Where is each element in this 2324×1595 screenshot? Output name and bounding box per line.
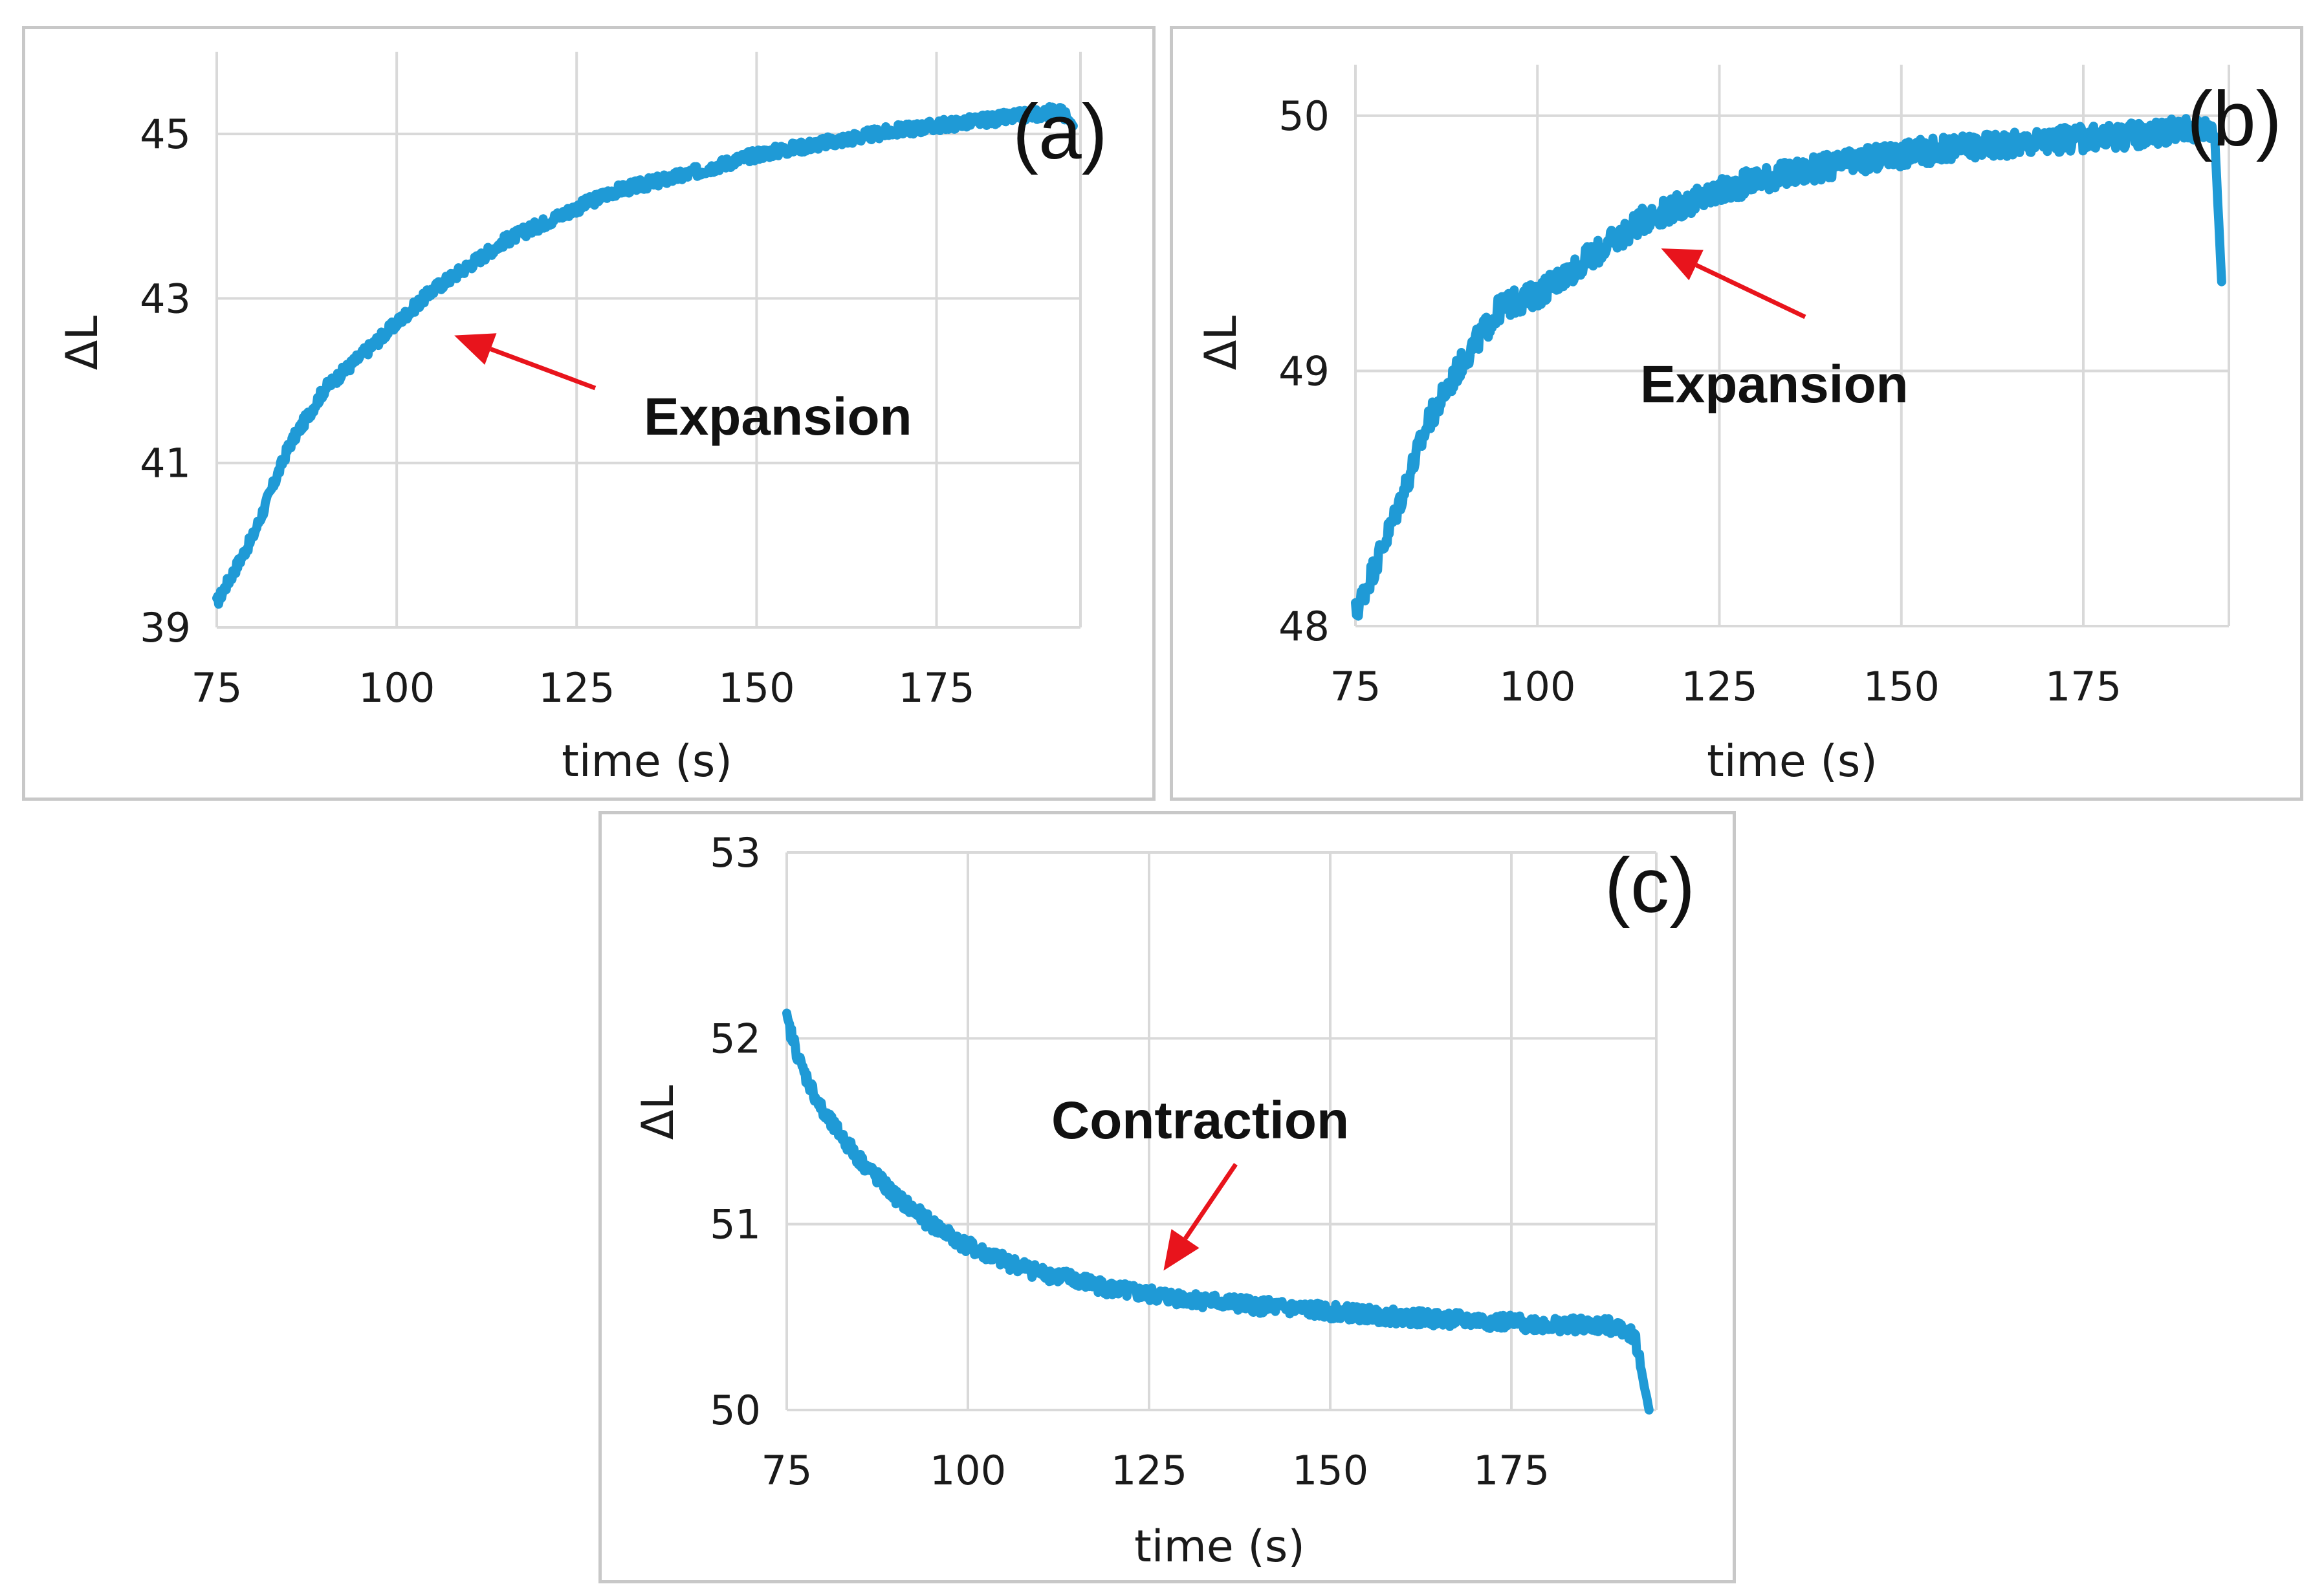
arrowhead-icon [1163, 1229, 1200, 1271]
y-axis-title: ΔL [633, 1085, 684, 1140]
x-tick-label: 150 [1292, 1447, 1368, 1494]
annotation-label: Expansion [1640, 355, 1909, 414]
y-tick-label: 39 [140, 604, 191, 651]
annotation-label: Contraction [1051, 1091, 1349, 1150]
x-tick-label: 75 [1330, 663, 1381, 710]
x-tick-label: 100 [358, 664, 435, 711]
y-tick-label: 53 [710, 829, 761, 876]
y-axis-title: ΔL [57, 316, 108, 371]
x-axis-title: time (s) [562, 736, 732, 787]
x-tick-label: 150 [718, 664, 795, 711]
series-line [212, 102, 1078, 609]
y-tick-label: 52 [710, 1015, 761, 1062]
y-tick-label: 50 [710, 1387, 761, 1434]
annotation-label: Expansion [644, 387, 912, 446]
chart-panel-b [1170, 26, 2303, 801]
y-tick-label: 49 [1278, 347, 1330, 395]
x-tick-label: 150 [1863, 663, 1940, 710]
series-line [1351, 114, 2226, 621]
x-tick-label: 100 [1499, 663, 1575, 710]
x-tick-label: 175 [898, 664, 974, 711]
y-tick-label: 41 [140, 440, 191, 487]
x-tick-label: 125 [1681, 663, 1757, 710]
x-tick-label: 125 [538, 664, 615, 711]
y-tick-label: 45 [140, 111, 191, 158]
chart-panel-a [22, 26, 1156, 801]
panel-label: (a) [1013, 89, 1108, 175]
x-tick-label: 100 [930, 1447, 1006, 1494]
x-tick-label: 75 [192, 664, 243, 711]
arrowhead-icon [1661, 248, 1704, 281]
x-axis-title: time (s) [1707, 736, 1878, 787]
series-line [782, 1008, 1654, 1415]
y-axis-title: ΔL [1196, 316, 1247, 371]
annotation-arrow [1183, 1163, 1238, 1240]
x-tick-label: 175 [1473, 1447, 1550, 1494]
y-tick-label: 51 [710, 1201, 761, 1248]
arrowhead-icon [454, 333, 497, 365]
y-tick-label: 43 [140, 275, 191, 322]
x-tick-label: 75 [762, 1447, 813, 1494]
y-tick-label: 48 [1278, 603, 1330, 650]
y-tick-label: 50 [1278, 92, 1330, 140]
x-axis-title: time (s) [1134, 1521, 1305, 1572]
annotation-arrow [490, 347, 597, 391]
panel-label: (c) [1605, 842, 1695, 929]
x-tick-label: 125 [1111, 1447, 1187, 1494]
annotation-arrow [1695, 263, 1806, 320]
panel-label: (b) [2187, 76, 2282, 162]
x-tick-label: 175 [2045, 663, 2121, 710]
